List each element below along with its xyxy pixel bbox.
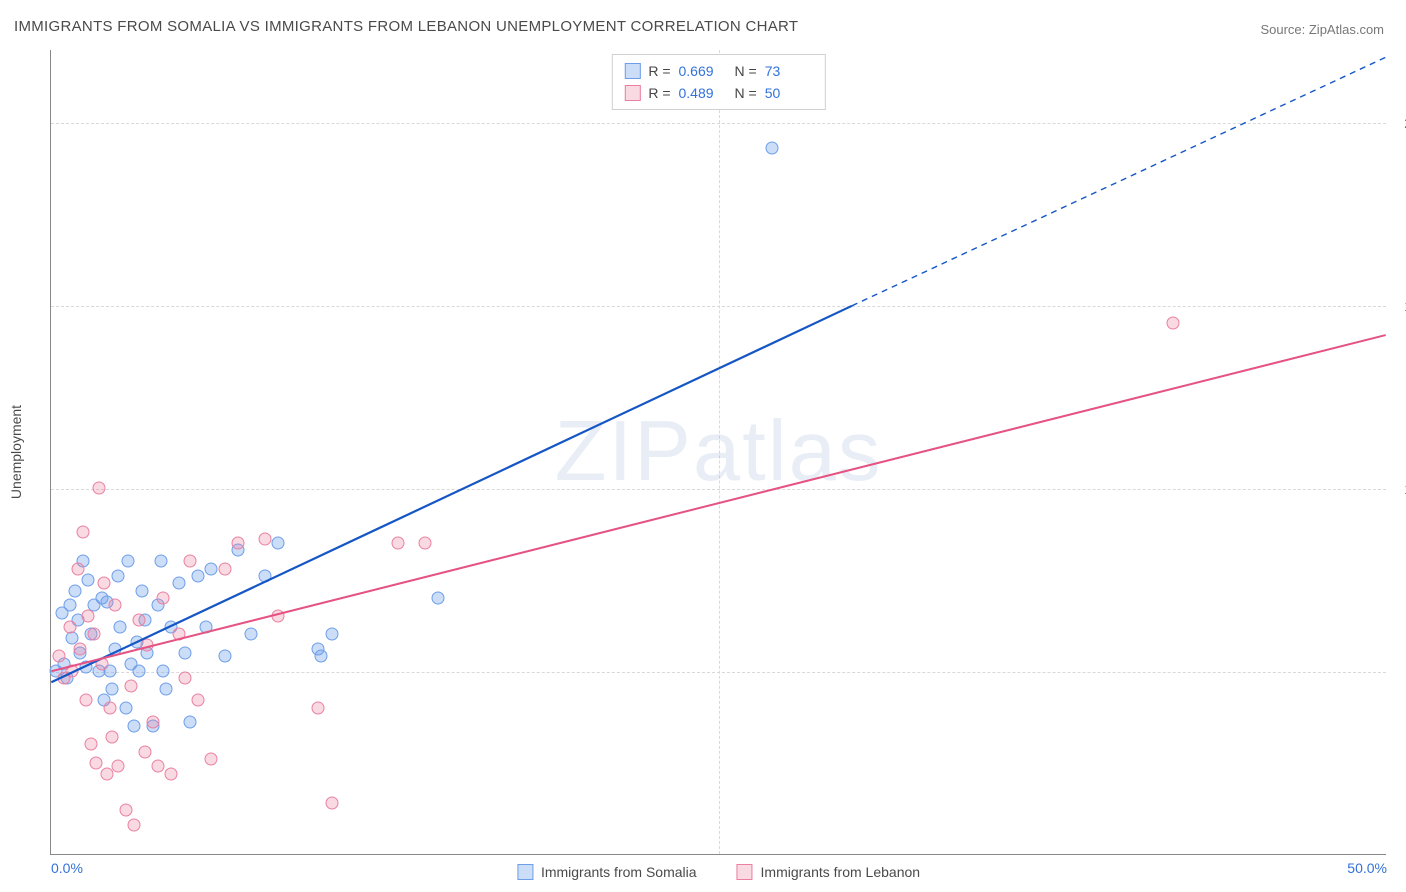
scatter-point	[432, 591, 445, 604]
scatter-point	[258, 533, 271, 546]
scatter-point	[191, 694, 204, 707]
legend-r-label: R =	[648, 82, 670, 104]
scatter-point	[109, 643, 122, 656]
scatter-point	[272, 536, 285, 549]
scatter-point	[77, 526, 90, 539]
scatter-point	[85, 738, 98, 751]
scatter-point	[191, 569, 204, 582]
scatter-point	[74, 643, 87, 656]
legend-label: Immigrants from Somalia	[541, 864, 697, 880]
scatter-point	[125, 679, 138, 692]
scatter-point	[98, 577, 111, 590]
scatter-point	[218, 562, 231, 575]
scatter-point	[69, 584, 82, 597]
legend-n-label: N =	[735, 82, 757, 104]
scatter-point	[111, 569, 124, 582]
scatter-point	[141, 639, 154, 652]
scatter-point	[82, 610, 95, 623]
scatter-point	[122, 555, 135, 568]
scatter-point	[146, 716, 159, 729]
scatter-point	[87, 628, 100, 641]
x-tick-label: 0.0%	[51, 860, 83, 876]
scatter-point	[159, 683, 172, 696]
scatter-point	[178, 672, 191, 685]
scatter-point	[63, 621, 76, 634]
scatter-point	[183, 555, 196, 568]
scatter-point	[71, 562, 84, 575]
legend-item: Immigrants from Lebanon	[737, 864, 921, 880]
scatter-point	[165, 767, 178, 780]
source-attribution: Source: ZipAtlas.com	[1260, 22, 1384, 37]
chart-title: IMMIGRANTS FROM SOMALIA VS IMMIGRANTS FR…	[14, 18, 798, 35]
legend-n-value: 50	[765, 82, 813, 104]
scatter-point	[151, 760, 164, 773]
plot-area: Unemployment ZIPatlas R = 0.669 N = 73 R…	[50, 50, 1386, 855]
legend-n-label: N =	[735, 60, 757, 82]
legend-label: Immigrants from Lebanon	[761, 864, 921, 880]
scatter-point	[119, 804, 132, 817]
scatter-point	[111, 760, 124, 773]
scatter-point	[79, 661, 92, 674]
scatter-point	[218, 650, 231, 663]
scatter-point	[258, 569, 271, 582]
scatter-point	[314, 650, 327, 663]
scatter-point	[173, 628, 186, 641]
y-axis-label: Unemployment	[8, 405, 24, 499]
scatter-point	[106, 683, 119, 696]
scatter-point	[133, 665, 146, 678]
scatter-point	[95, 657, 108, 670]
scatter-point	[63, 599, 76, 612]
scatter-point	[93, 482, 106, 495]
swatch-icon	[737, 864, 753, 880]
scatter-point	[109, 599, 122, 612]
scatter-point	[82, 573, 95, 586]
legend-row: R = 0.669 N = 73	[624, 60, 812, 82]
scatter-point	[199, 621, 212, 634]
scatter-point	[766, 141, 779, 154]
scatter-point	[325, 628, 338, 641]
scatter-point	[205, 752, 218, 765]
legend-item: Immigrants from Somalia	[517, 864, 697, 880]
scatter-point	[232, 536, 245, 549]
swatch-icon	[624, 85, 640, 101]
x-tick-label: 50.0%	[1347, 860, 1387, 876]
scatter-point	[272, 610, 285, 623]
legend-r-value: 0.669	[679, 60, 727, 82]
scatter-point	[312, 701, 325, 714]
scatter-point	[106, 730, 119, 743]
legend-row: R = 0.489 N = 50	[624, 82, 812, 104]
scatter-point	[127, 818, 140, 831]
scatter-point	[133, 613, 146, 626]
scatter-point	[138, 745, 151, 758]
scatter-point	[392, 536, 405, 549]
scatter-point	[173, 577, 186, 590]
gridline-v	[719, 50, 720, 854]
scatter-point	[183, 716, 196, 729]
series-legend: Immigrants from Somalia Immigrants from …	[517, 864, 920, 880]
scatter-point	[1167, 317, 1180, 330]
scatter-point	[103, 701, 116, 714]
legend-r-value: 0.489	[679, 82, 727, 104]
correlation-legend: R = 0.669 N = 73 R = 0.489 N = 50	[611, 54, 825, 110]
swatch-icon	[624, 63, 640, 79]
scatter-point	[154, 555, 167, 568]
swatch-icon	[517, 864, 533, 880]
scatter-point	[90, 756, 103, 769]
scatter-point	[178, 646, 191, 659]
scatter-point	[135, 584, 148, 597]
scatter-point	[245, 628, 258, 641]
scatter-point	[419, 536, 432, 549]
scatter-point	[114, 621, 127, 634]
scatter-point	[157, 665, 170, 678]
scatter-point	[157, 591, 170, 604]
legend-n-value: 73	[765, 60, 813, 82]
legend-r-label: R =	[648, 60, 670, 82]
scatter-point	[79, 694, 92, 707]
scatter-point	[127, 719, 140, 732]
scatter-point	[325, 796, 338, 809]
scatter-point	[119, 701, 132, 714]
scatter-point	[205, 562, 218, 575]
scatter-point	[53, 650, 66, 663]
scatter-point	[66, 665, 79, 678]
